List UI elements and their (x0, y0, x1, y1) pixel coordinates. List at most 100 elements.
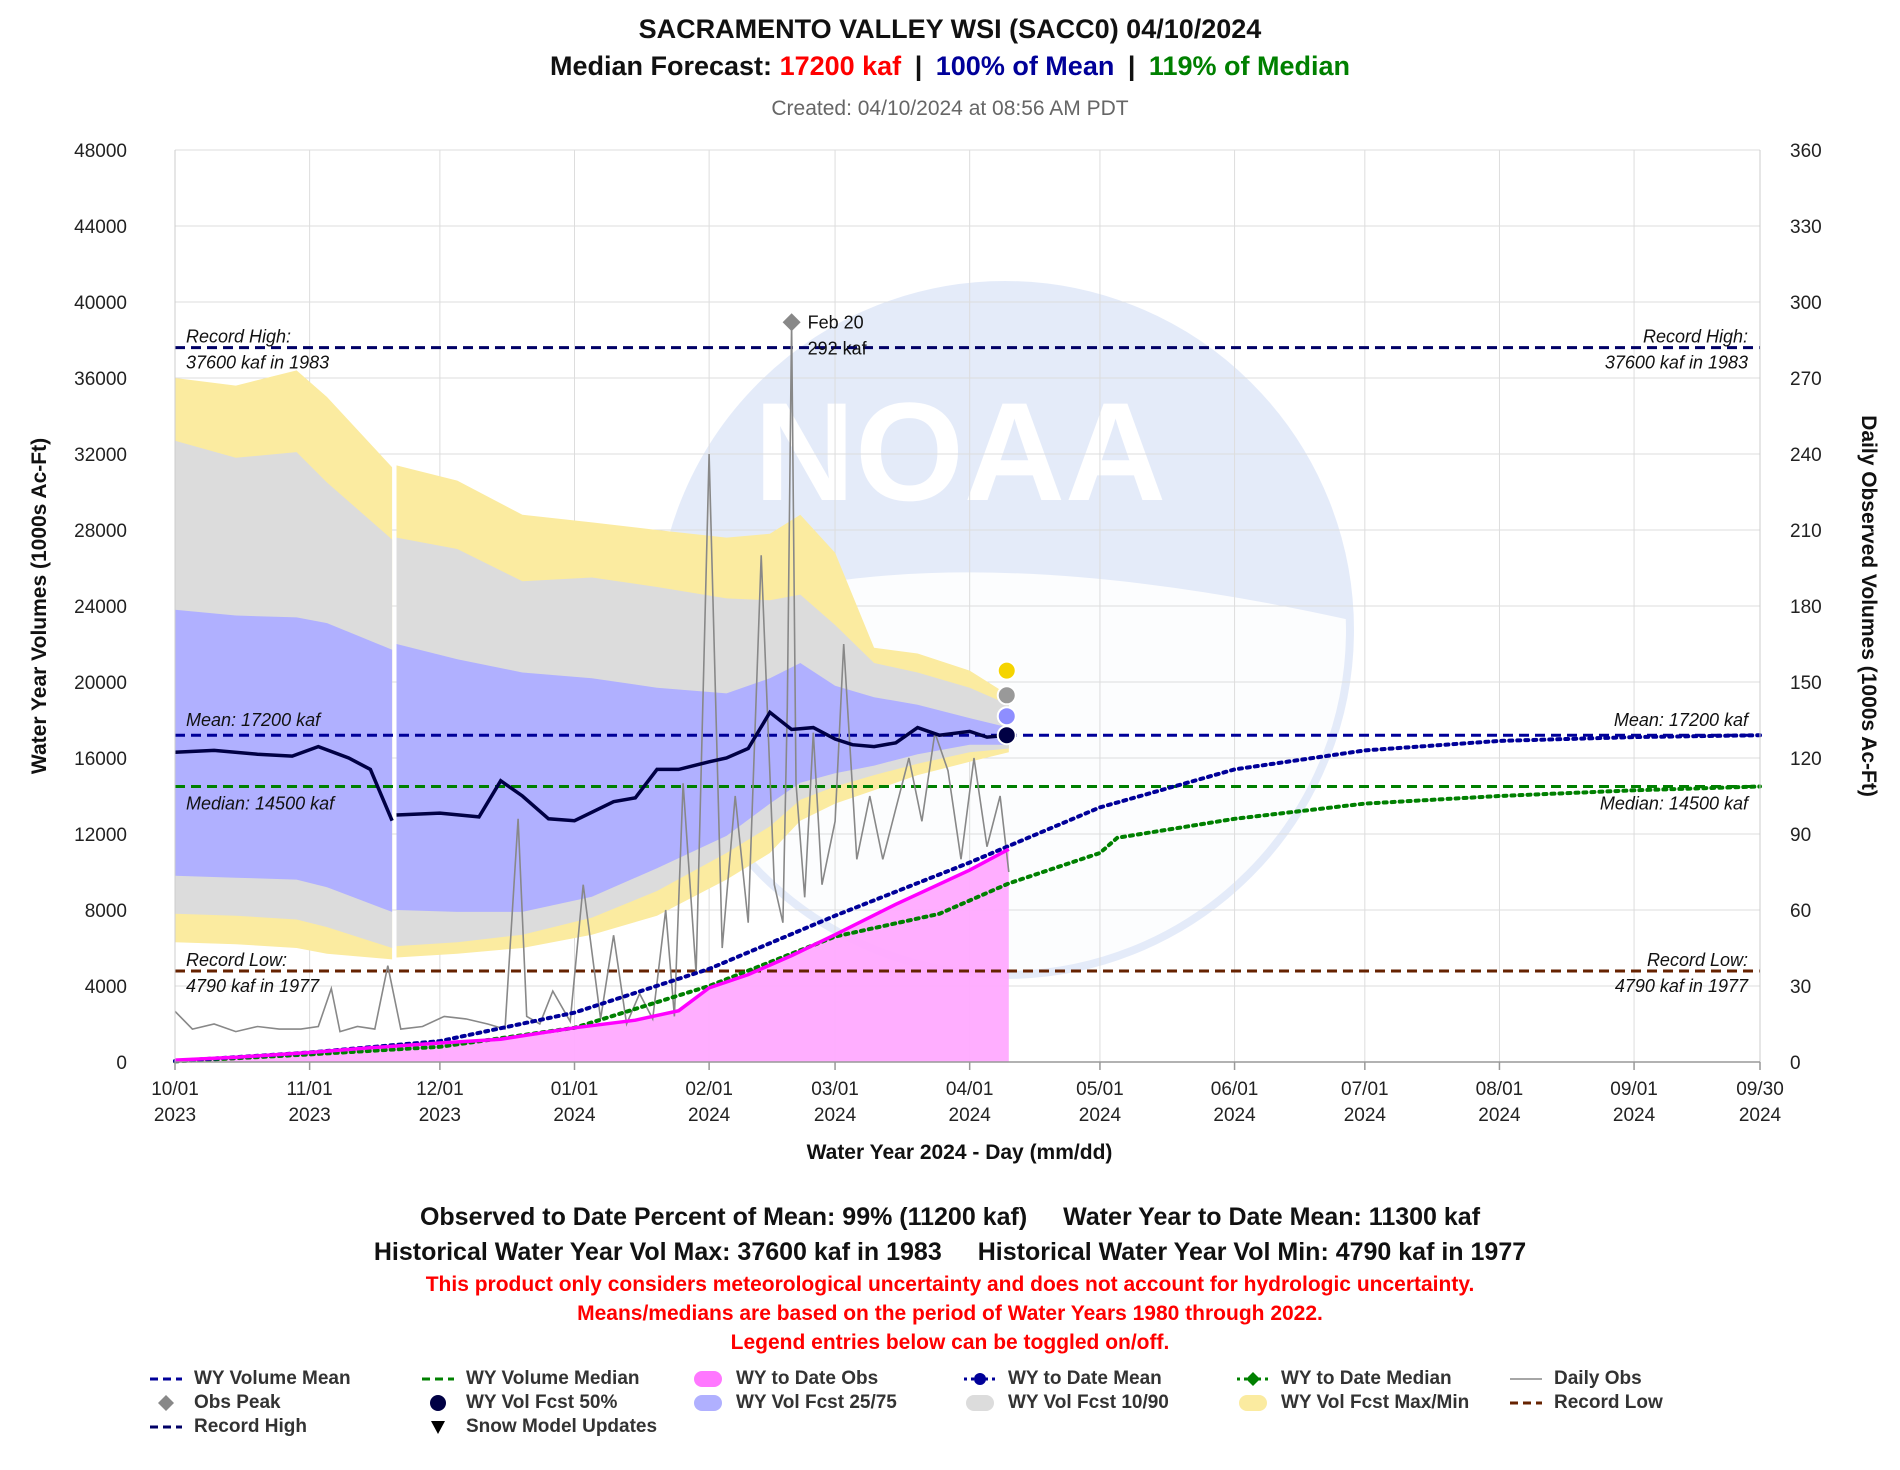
legend-item-wy-vol-fcst-50[interactable]: WY Vol Fcst 50% (420, 1392, 617, 1414)
x-tick-label: 05/01 (1076, 1079, 1124, 1100)
forecast-10-90-marker (996, 685, 1017, 706)
legend-label: WY Vol Fcst Max/Min (1281, 1392, 1470, 1413)
y-right-axis-title: Daily Observed Volumes (1000s Ac-Ft) (1857, 415, 1880, 797)
x-tick-year-label: 2024 (1079, 1105, 1122, 1126)
median-label: Median: 14500 kaf (186, 794, 336, 814)
y-left-tick-label: 24000 (74, 597, 127, 618)
y-left-tick-label: 20000 (74, 673, 127, 694)
legend-item-wy-volume-mean[interactable]: WY Volume Mean (148, 1368, 351, 1390)
forecast-50-line (396, 709, 1009, 823)
legend-symbol-icon (694, 1395, 722, 1411)
x-tick-year-label: 2024 (1213, 1105, 1256, 1126)
wy-to-date-mean-line (173, 733, 1762, 1063)
legend-label: WY to Date Mean (1008, 1368, 1162, 1389)
y-right-tick-label: 210 (1790, 521, 1822, 542)
legend-symbol-icon (430, 1395, 446, 1411)
x-tick-year-label: 2024 (688, 1105, 731, 1126)
y-right-tick-label: 0 (1790, 1053, 1801, 1074)
mean-label-right: Mean: 17200 kaf (1614, 710, 1750, 730)
legend-symbol-icon (1510, 1378, 1542, 1380)
y-right-tick-label: 120 (1790, 749, 1822, 770)
forecast-bands (175, 370, 1009, 960)
x-tick-label: 03/01 (811, 1079, 859, 1100)
record-low-label-right: Record Low: (1647, 950, 1748, 970)
legend-label: WY Volume Mean (194, 1368, 351, 1389)
legend-note: Legend entries below can be toggled on/o… (730, 1331, 1170, 1354)
legend-symbol-icon (422, 1377, 454, 1381)
y-left-tick-label: 12000 (74, 825, 127, 846)
legend-item-wy-to-date-obs[interactable]: WY to Date Obs (690, 1368, 878, 1390)
legend-label: WY Volume Median (466, 1368, 640, 1389)
x-tick-label: 02/01 (685, 1079, 733, 1100)
legend-symbol-icon (694, 1371, 722, 1387)
y-left-tick-label: 44000 (74, 217, 127, 238)
legend-item-record-low[interactable]: Record Low (1508, 1392, 1663, 1414)
y-left-tick-label: 40000 (74, 293, 127, 314)
y-right-tick-label: 360 (1790, 141, 1822, 162)
x-tick-label: 06/01 (1211, 1079, 1259, 1100)
y-left-tick-label: 32000 (74, 445, 127, 466)
daily-obs-line (174, 322, 1010, 1033)
x-tick-label: 04/01 (946, 1079, 994, 1100)
record-high-value: 37600 kaf in 1983 (186, 353, 329, 373)
obs-peak-value-label: 292 kaf (808, 338, 868, 358)
legend-item-wy-vol-fcst-10-90[interactable]: WY Vol Fcst 10/90 (962, 1392, 1169, 1414)
x-tick-year-label: 2023 (288, 1105, 330, 1126)
legend-label: Snow Model Updates (466, 1416, 658, 1437)
separator: | (1127, 51, 1136, 81)
legend-item-record-high[interactable]: Record High (148, 1416, 307, 1438)
series-lines (173, 322, 1762, 1064)
forecast-50-line (174, 744, 394, 822)
legend-item-obs-peak[interactable]: Obs Peak (148, 1392, 281, 1414)
legend-item-snow-model-updates[interactable]: Snow Model Updates (420, 1416, 657, 1438)
legend-label: Obs Peak (194, 1392, 281, 1413)
legend-symbol-icon (158, 1395, 174, 1411)
y-right-tick-label: 90 (1790, 825, 1811, 846)
legend-item-wy-to-date-median[interactable]: WY to Date Median (1235, 1368, 1452, 1390)
wy-to-date-mean: Water Year to Date Mean: 11300 kaf (1063, 1203, 1481, 1231)
x-axis-title: Water Year 2024 - Day (mm/dd) (807, 1141, 1113, 1164)
x-tick-year-label: 2023 (419, 1105, 461, 1126)
y-left-tick-label: 8000 (85, 901, 127, 922)
legend-label: Record Low (1554, 1392, 1663, 1413)
legend-item-wy-to-date-mean[interactable]: WY to Date Mean (962, 1368, 1162, 1390)
record-low-value: 4790 kaf in 1977 (186, 976, 320, 996)
record-low-label: Record Low: (186, 950, 287, 970)
y-right-tick-label: 240 (1790, 445, 1822, 466)
chart-subtitle: Median Forecast: 17200 kaf | 100% of Mea… (0, 51, 1900, 82)
legend-item-wy-volume-median[interactable]: WY Volume Median (420, 1368, 640, 1390)
y-right-tick-label: 330 (1790, 217, 1822, 238)
legend-label: WY to Date Median (1281, 1368, 1452, 1389)
legend-symbol-icon (1239, 1395, 1267, 1411)
x-tick-label: 07/01 (1341, 1079, 1389, 1100)
legend-item-daily-obs[interactable]: Daily Obs (1508, 1368, 1642, 1390)
y-right-tick-label: 60 (1790, 901, 1811, 922)
y-right-tick-label: 180 (1790, 597, 1822, 618)
median-label-right: Median: 14500 kaf (1600, 794, 1750, 814)
wy-to-date-obs-line (174, 847, 1010, 1062)
y-left-tick-label: 28000 (74, 521, 127, 542)
x-tick-year-label: 2024 (1613, 1105, 1656, 1126)
y-left-tick-label: 0 (116, 1053, 127, 1074)
x-tick-label: 09/30 (1736, 1079, 1784, 1100)
y-right-tick-label: 270 (1790, 369, 1822, 390)
legend-symbol-icon (1237, 1372, 1269, 1386)
x-tick-year-label: 2024 (814, 1105, 857, 1126)
observed-to-date: Observed to Date Percent of Mean: 99% (1… (419, 1203, 1028, 1231)
separator: | (914, 51, 923, 81)
forecast-50-marker (996, 725, 1017, 746)
percent-of-median: 119% of Median (1148, 51, 1350, 81)
record-high-label-right: Record High: (1643, 327, 1748, 347)
legend-item-wy-vol-fcst-max-min[interactable]: WY Vol Fcst Max/Min (1235, 1392, 1469, 1414)
legend-label: WY Vol Fcst 10/90 (1008, 1392, 1169, 1413)
record-high-value-right: 37600 kaf in 1983 (1605, 353, 1748, 373)
legend-symbol-icon (431, 1421, 445, 1434)
legend-item-wy-vol-fcst-25-75[interactable]: WY Vol Fcst 25/75 (690, 1392, 897, 1414)
legend-label: WY Vol Fcst 25/75 (736, 1392, 897, 1413)
legend-symbol-icon (966, 1395, 994, 1411)
record-low-value-right: 4790 kaf in 1977 (1615, 976, 1749, 996)
x-tick-year-label: 2024 (1739, 1105, 1782, 1126)
y-left-tick-label: 4000 (85, 977, 127, 998)
y-right-tick-label: 30 (1790, 977, 1811, 998)
legend-symbol-icon (150, 1425, 182, 1429)
